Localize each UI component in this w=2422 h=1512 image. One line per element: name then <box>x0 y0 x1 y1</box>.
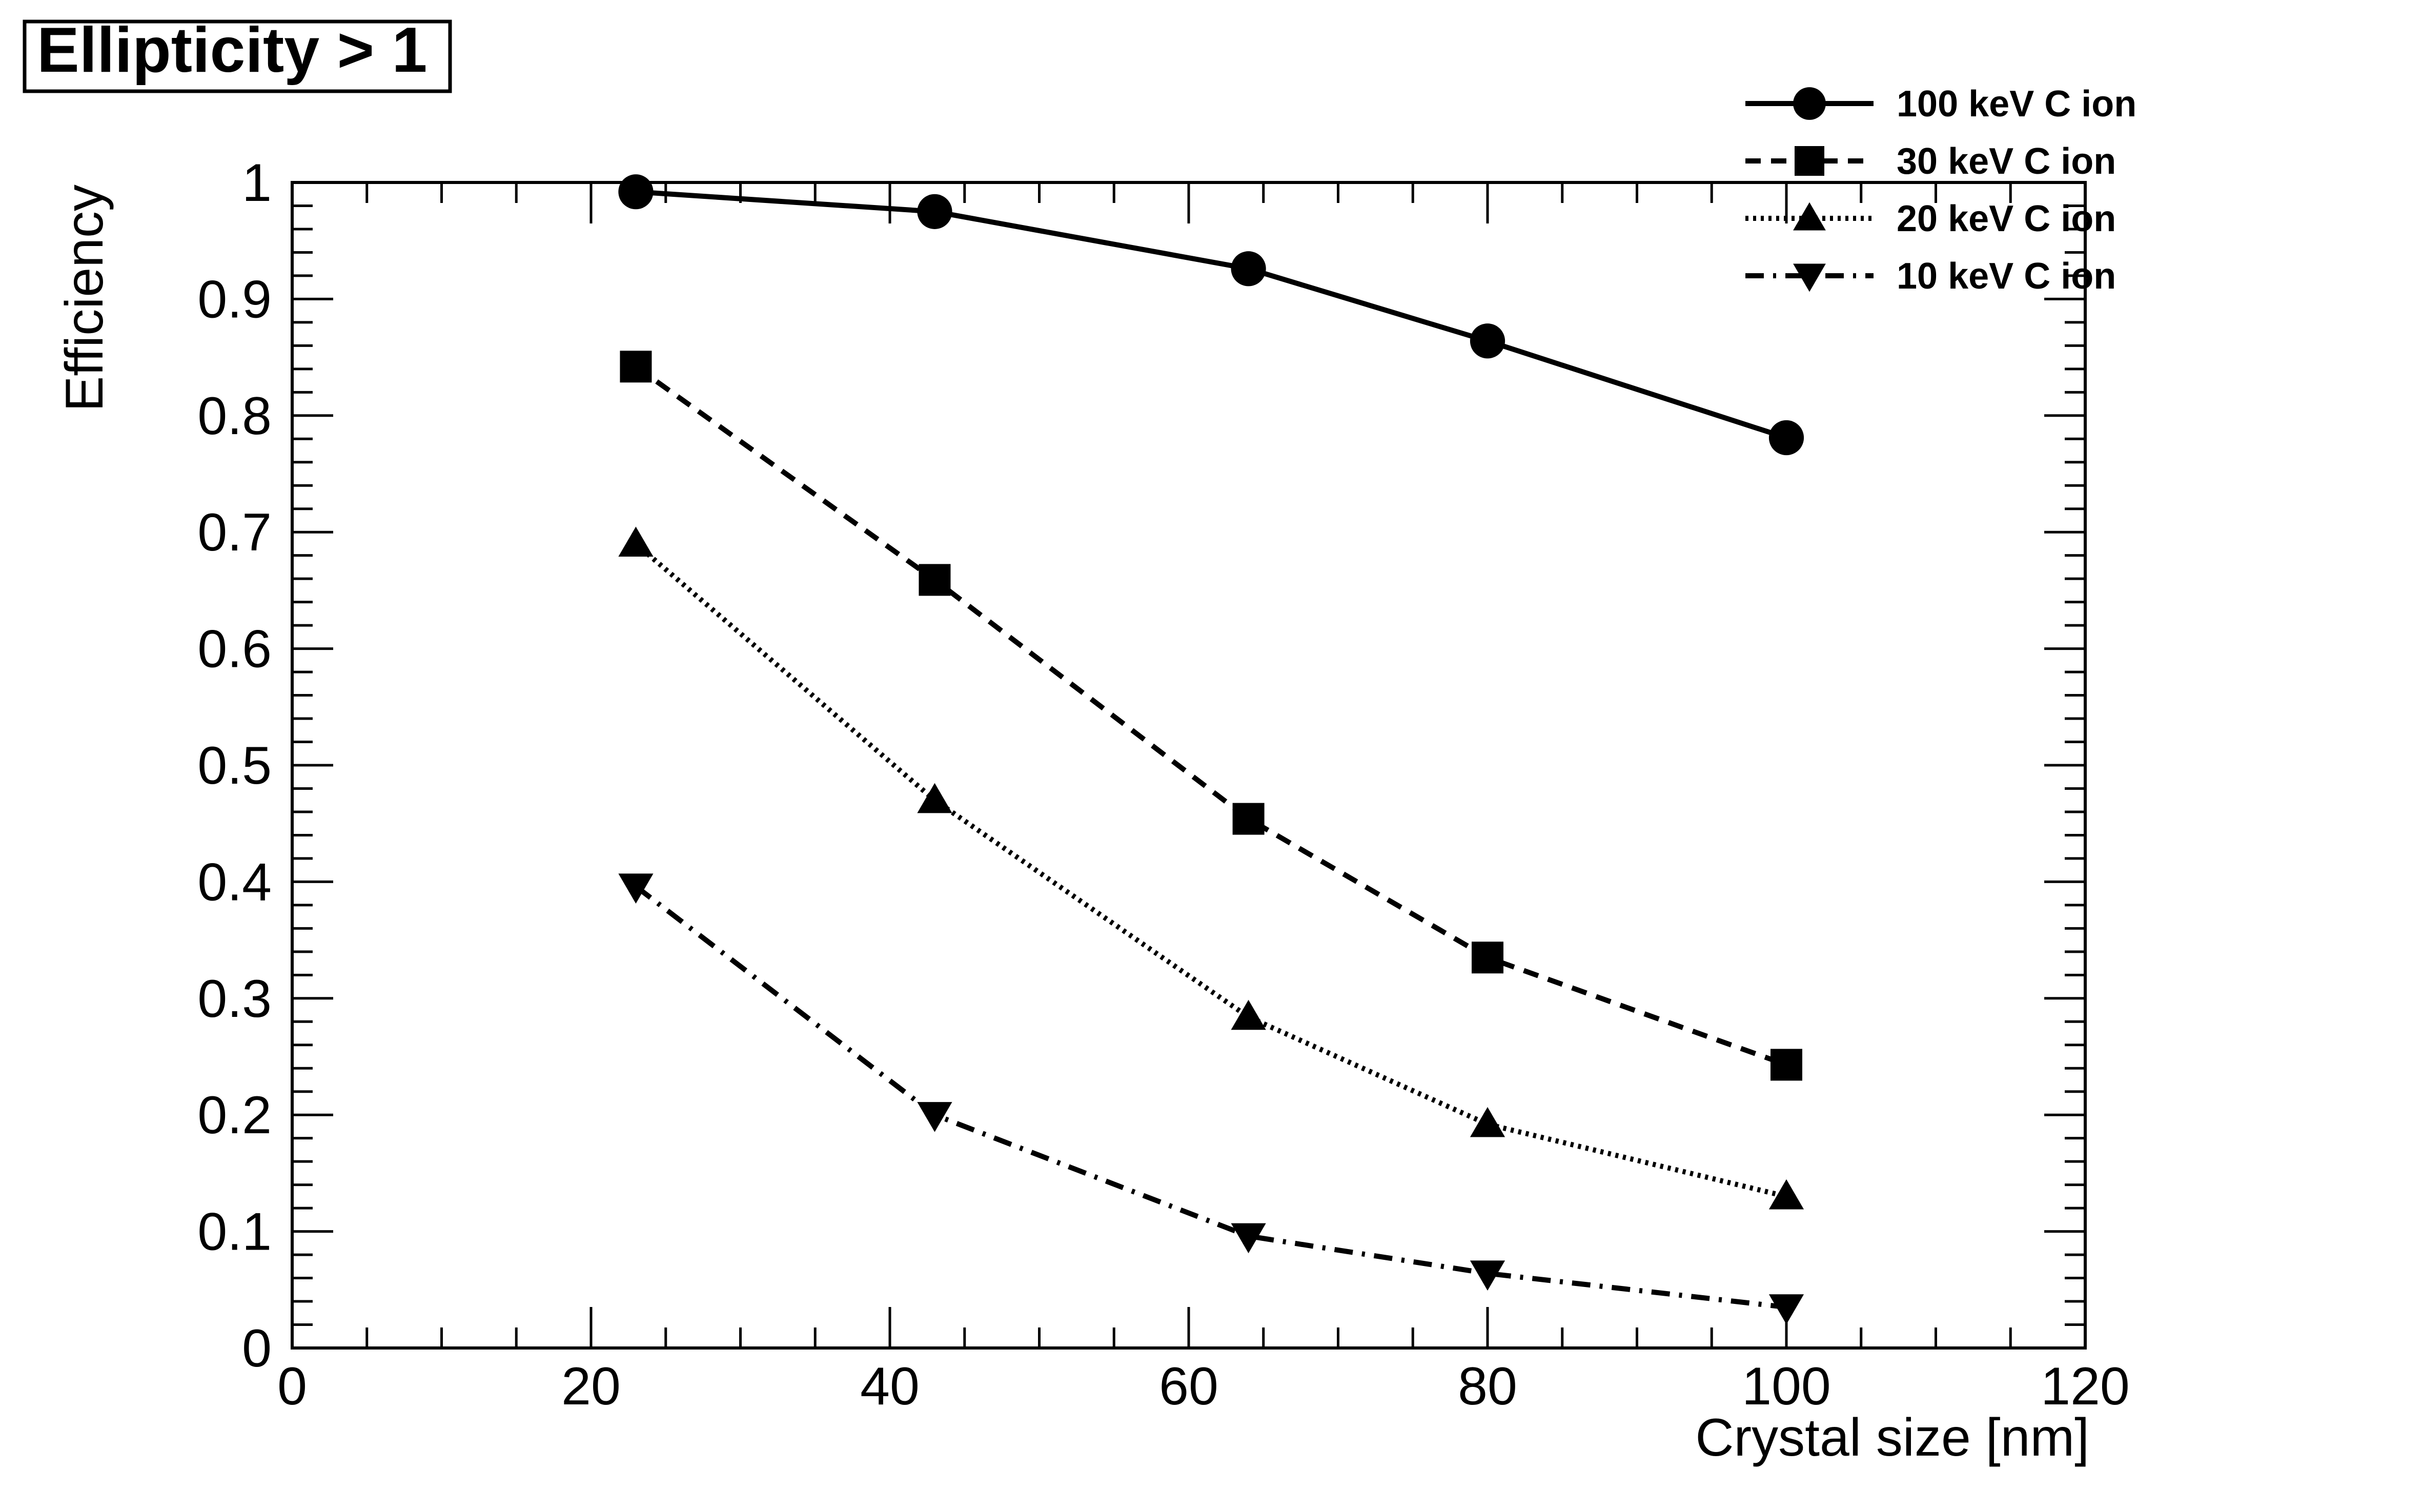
legend-entry: 30 keV C ion <box>1745 141 2116 182</box>
legend-marker <box>1793 263 1826 292</box>
data-point <box>1470 323 1505 359</box>
legend-entry: 10 keV C ion <box>1745 256 2116 297</box>
plot-frame <box>291 181 2087 1350</box>
data-point <box>917 783 952 813</box>
x-tick-label: 20 <box>561 1357 621 1416</box>
y-tick-label: 0.7 <box>197 503 272 562</box>
data-point <box>618 174 654 210</box>
data-point <box>917 194 952 229</box>
data-point <box>919 564 951 596</box>
y-tick-label: 0.4 <box>197 852 272 912</box>
x-tick-label: 100 <box>1742 1357 1831 1416</box>
data-point <box>1472 942 1503 974</box>
series-line <box>634 542 1787 1199</box>
y-axis-label: Efficiency <box>55 185 114 412</box>
x-tick-label: 60 <box>1159 1357 1218 1416</box>
series-4 <box>618 873 1804 1324</box>
data-point <box>1231 251 1266 287</box>
y-tick-label: 0.8 <box>197 386 272 446</box>
y-tick-label: 0.1 <box>197 1202 272 1262</box>
data-point <box>917 1102 952 1132</box>
x-tick-label: 40 <box>860 1357 920 1416</box>
data-point <box>1231 1223 1266 1254</box>
data-point <box>1231 999 1266 1030</box>
data-point <box>618 873 654 904</box>
y-tick-label: 1 <box>242 153 272 213</box>
axis-ticks: 0 20 40 60 80 100 120 0 0.1 0.2 0.3 0.4 0.5 0.6 0.7 0.8… <box>197 153 2129 1416</box>
y-tick-label: 0.6 <box>197 620 272 679</box>
legend-marker <box>1793 87 1826 120</box>
chart-title: Ellipticity > 1 <box>37 15 428 86</box>
legend-label: 100 keV C ion <box>1897 84 2136 125</box>
data-point <box>1768 1179 1804 1210</box>
y-tick-label: 0 <box>242 1319 272 1378</box>
series-line <box>636 189 1787 440</box>
y-tick-label: 0.9 <box>197 270 272 329</box>
plot-area-border <box>291 181 2087 1350</box>
series-3 <box>618 526 1804 1210</box>
series-2 <box>620 351 1802 1081</box>
legend-marker <box>1793 202 1826 231</box>
y-tick-label: 0.5 <box>197 736 272 795</box>
legend-label: 30 keV C ion <box>1897 141 2116 182</box>
x-tick-label: 120 <box>2041 1357 2130 1416</box>
series-line <box>634 364 1787 1068</box>
x-tick-label: 0 <box>277 1357 307 1416</box>
y-tick-label: 0.3 <box>197 969 272 1029</box>
x-tick-label: 80 <box>1458 1357 1517 1416</box>
legend: 100 keV C ion 30 keV C ion 20 keV C ion 10 … <box>1745 84 2136 297</box>
data-point <box>1768 420 1804 456</box>
legend-marker <box>1795 146 1824 176</box>
data-point <box>1470 1260 1505 1291</box>
x-axis-label: Crystal size [nm] <box>1695 1408 2089 1467</box>
legend-label: 10 keV C ion <box>1897 256 2116 297</box>
series-line <box>634 884 1787 1310</box>
data-point <box>1470 1107 1505 1137</box>
data-point <box>1232 803 1265 835</box>
data-point <box>618 526 654 557</box>
title-box <box>23 19 452 93</box>
data-point <box>1768 1294 1804 1324</box>
legend-entry: 20 keV C ion <box>1745 198 2116 239</box>
data-point <box>620 351 652 383</box>
y-tick-label: 0.2 <box>197 1086 272 1145</box>
legend-entry: 100 keV C ion <box>1745 84 2136 125</box>
legend-label: 20 keV C ion <box>1897 198 2116 239</box>
data-point <box>1770 1049 1802 1081</box>
series-1 <box>618 174 1804 456</box>
series-group <box>618 174 1804 1324</box>
